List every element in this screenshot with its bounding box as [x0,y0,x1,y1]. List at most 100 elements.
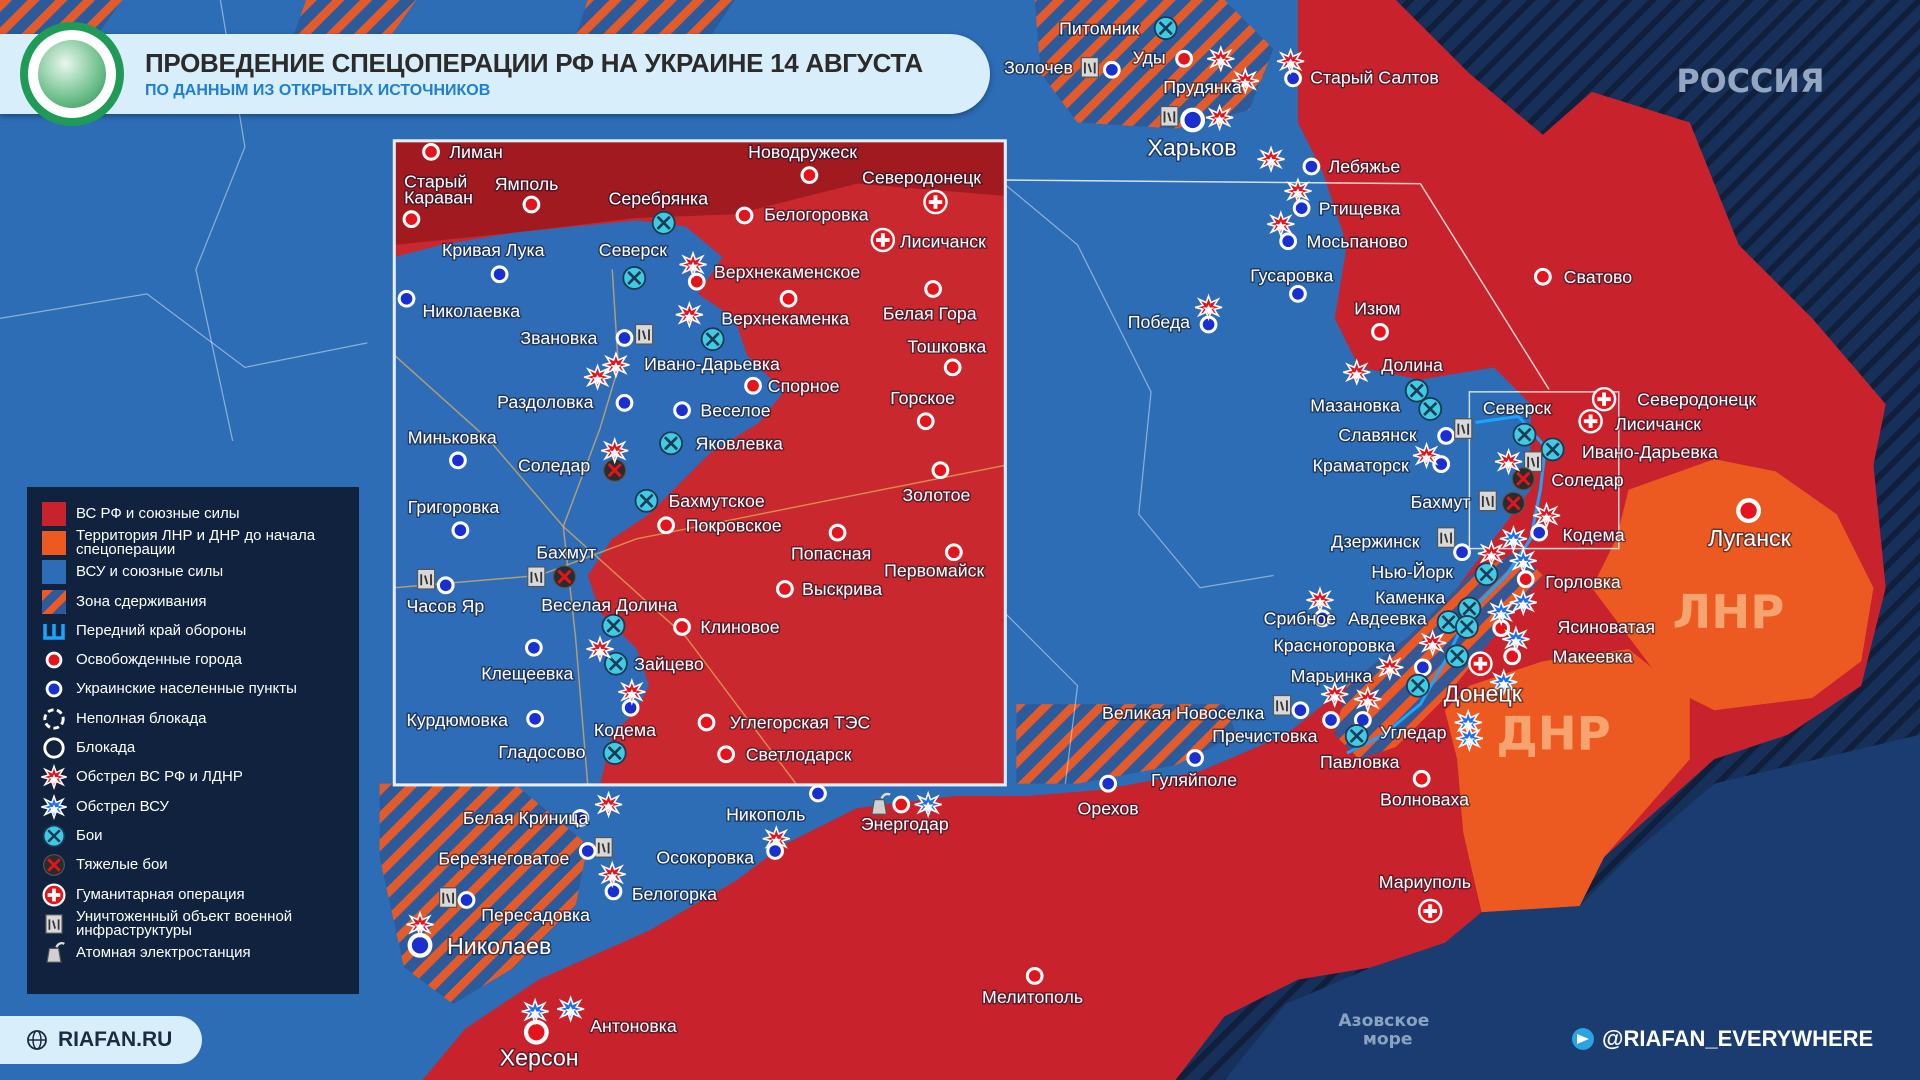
place-inset_places[interactable]: Кодема [592,678,658,741]
place-main_places[interactable]: Долина [1343,354,1444,387]
place-inset_places[interactable]: Спорное [744,374,841,397]
place-main_places[interactable]: Лисичанск [1578,408,1703,435]
place-main_places[interactable]: Павловка [1319,723,1401,773]
place-main_places[interactable]: Волноваха [1379,769,1471,811]
place-main_places[interactable]: Сватово [1533,265,1634,288]
place-main_places[interactable]: Угледар [1379,708,1484,753]
place-inset_places[interactable]: Григоровка [406,496,501,540]
place-main_places[interactable]: Великая Новоселка [1101,680,1349,724]
place-inset_places[interactable]: Покровское [657,514,783,537]
place-main_places[interactable]: Антоновка [556,995,678,1038]
place-main_places[interactable]: Лебяжье [1257,145,1402,178]
place-inset_places[interactable]: Веселая Долина [540,594,679,638]
place-inset_places[interactable]: Миньковка [406,426,498,470]
place-main_places[interactable]: Луганск [1707,498,1793,553]
place-inset_places[interactable]: Соледар [516,436,629,482]
place-inset_places[interactable]: Выскрива [776,578,884,601]
place-main_places[interactable]: Изюм [1353,297,1402,341]
place-inset_places[interactable]: Клиновое [673,616,781,639]
place-main_places[interactable]: Красногоровка [1272,629,1447,677]
place-main_places[interactable]: Старый Салтов [1276,47,1440,89]
place-main_places[interactable]: Николаев [406,910,553,960]
place-main_places[interactable]: Херсон [498,997,580,1072]
place-inset_places[interactable]: Клещеевка [480,638,575,685]
place-main_places[interactable]: Северск [1481,396,1552,419]
place-inset_places[interactable]: Северодонецк [861,166,983,215]
place-inset_places[interactable]: СтарыйКараванСтарый Караван [402,170,474,229]
place-main_places[interactable]: Мелитополь [981,967,1085,1008]
place-inset_places[interactable]: Звановка [519,323,654,350]
place-inset_places[interactable]: Ивано-Дарьевка [583,351,781,391]
place-label: Угледар [1380,722,1447,742]
place-main_places[interactable]: Макеевка [1445,625,1634,696]
place-main_places[interactable]: Мариуполь [1377,870,1472,924]
place-main_places[interactable]: Уды [1131,46,1193,69]
place-inset_places[interactable]: Попасная [790,523,873,565]
place-inset_places[interactable]: Бахмутское [634,488,766,513]
place-inset_places[interactable]: Белая Гора [881,280,978,325]
place-main_places[interactable]: Ясиноватая [1487,598,1656,639]
place-main_places[interactable]: Харьков [1146,103,1238,162]
place-main_places[interactable]: Золочев [1003,56,1121,79]
place-main_places[interactable]: Березнеговатое [437,836,613,870]
place-inset_places[interactable]: Лисичанск [870,227,988,253]
place-main_places[interactable]: Белая Криница [461,790,623,830]
place-inset_places[interactable]: Раздоловка [496,390,634,413]
place-main_places[interactable]: Горловка [1499,524,1622,593]
place-inset_places[interactable]: Светлодарск [717,743,853,766]
place-inset_places[interactable]: Верхнекаменка [675,289,851,352]
site-link[interactable]: RIAFAN.RU [0,1016,202,1064]
place-inset_places[interactable]: Зайцево [586,635,705,676]
place-main_places[interactable]: Пересадовка [438,887,592,926]
place-inset_places[interactable]: Тошковка [906,335,988,377]
place-inset_places[interactable]: Гладосово [497,740,627,765]
place-main_places[interactable]: Мазановка [1309,378,1443,421]
place-main_places[interactable]: Бахмут [1409,490,1526,515]
place-main_places[interactable]: Гусаровка [1249,264,1335,303]
place-inset_places[interactable]: Верхнекаменское [679,250,862,291]
place-main_places[interactable]: Срибное [1262,586,1338,630]
place-main_places[interactable]: Мосьпаново [1267,210,1409,253]
place-main_places[interactable]: Пречистовка [1211,685,1382,748]
place-inset_places[interactable]: Горское [889,387,957,431]
place-main_places[interactable]: Питомник [1058,16,1178,41]
place-inset_places[interactable]: Ямполь [493,172,560,214]
place-inset_places[interactable]: Часов Яр [405,568,486,618]
place-main_places[interactable]: Марьинка [1289,653,1430,698]
place-main_places[interactable]: Энергодар [859,790,950,836]
place-main_places[interactable]: Соледар [1494,447,1625,492]
place-inset_places[interactable]: Новодружеск [747,140,859,184]
place-main_places[interactable]: Орехов [1076,774,1140,820]
place-main_places[interactable]: Осокоровка [655,824,790,869]
place-inset_places[interactable]: Золотое [901,461,972,506]
place-inset_places[interactable]: Веселое [673,399,772,422]
place-inset_places[interactable]: Лиман [422,140,504,163]
place-inset_places[interactable]: Яковлевка [659,431,784,456]
place-inset_places[interactable]: Северск [597,238,669,290]
place-main_places[interactable]: Ртищевка [1284,177,1402,220]
telegram-link[interactable]: @RIAFAN_EVERYWHERE [1572,1026,1873,1052]
place-main_places[interactable]: Донецк [1442,679,1524,708]
place-inset_places[interactable]: Бахмут [527,541,598,589]
place-main_places[interactable]: Никополь [725,784,827,826]
place-inset_places[interactable]: Белогоровка [735,203,870,226]
place-main_places[interactable]: Нью-Йорк [1370,539,1506,587]
place-inset_places[interactable]: Первомайск [883,543,986,582]
place-main_places[interactable]: Кодема [1530,501,1626,547]
place-main_places[interactable]: Прудянка [1162,44,1259,99]
place-main_places[interactable]: Ивано-Дарьевка [1512,422,1719,473]
place-main_places[interactable]: Каменка [1374,586,1482,621]
place-main_places[interactable]: Белогорка [598,860,719,905]
place-inset_places[interactable]: Курдюмовка [405,709,544,732]
place-inset_places[interactable]: Николаевка [397,289,522,323]
place-main_places[interactable]: Краматорск [1311,441,1451,477]
place-inset_places[interactable]: Кривая Лука [441,238,546,284]
place-main_places[interactable]: Авдеевка [1347,588,1537,639]
place-main_places[interactable]: Победа [1126,293,1223,334]
place-inset_places[interactable]: Серебрянка [607,187,710,235]
place-main_places[interactable]: Северодонецк [1591,386,1758,412]
place-main_places[interactable]: Гуляйполе [1150,749,1239,792]
place-main_places[interactable]: Славянск [1337,418,1473,446]
place-main_places[interactable]: Дзержинск [1330,527,1471,562]
place-inset_places[interactable]: Углегорская ТЭС [697,711,872,734]
